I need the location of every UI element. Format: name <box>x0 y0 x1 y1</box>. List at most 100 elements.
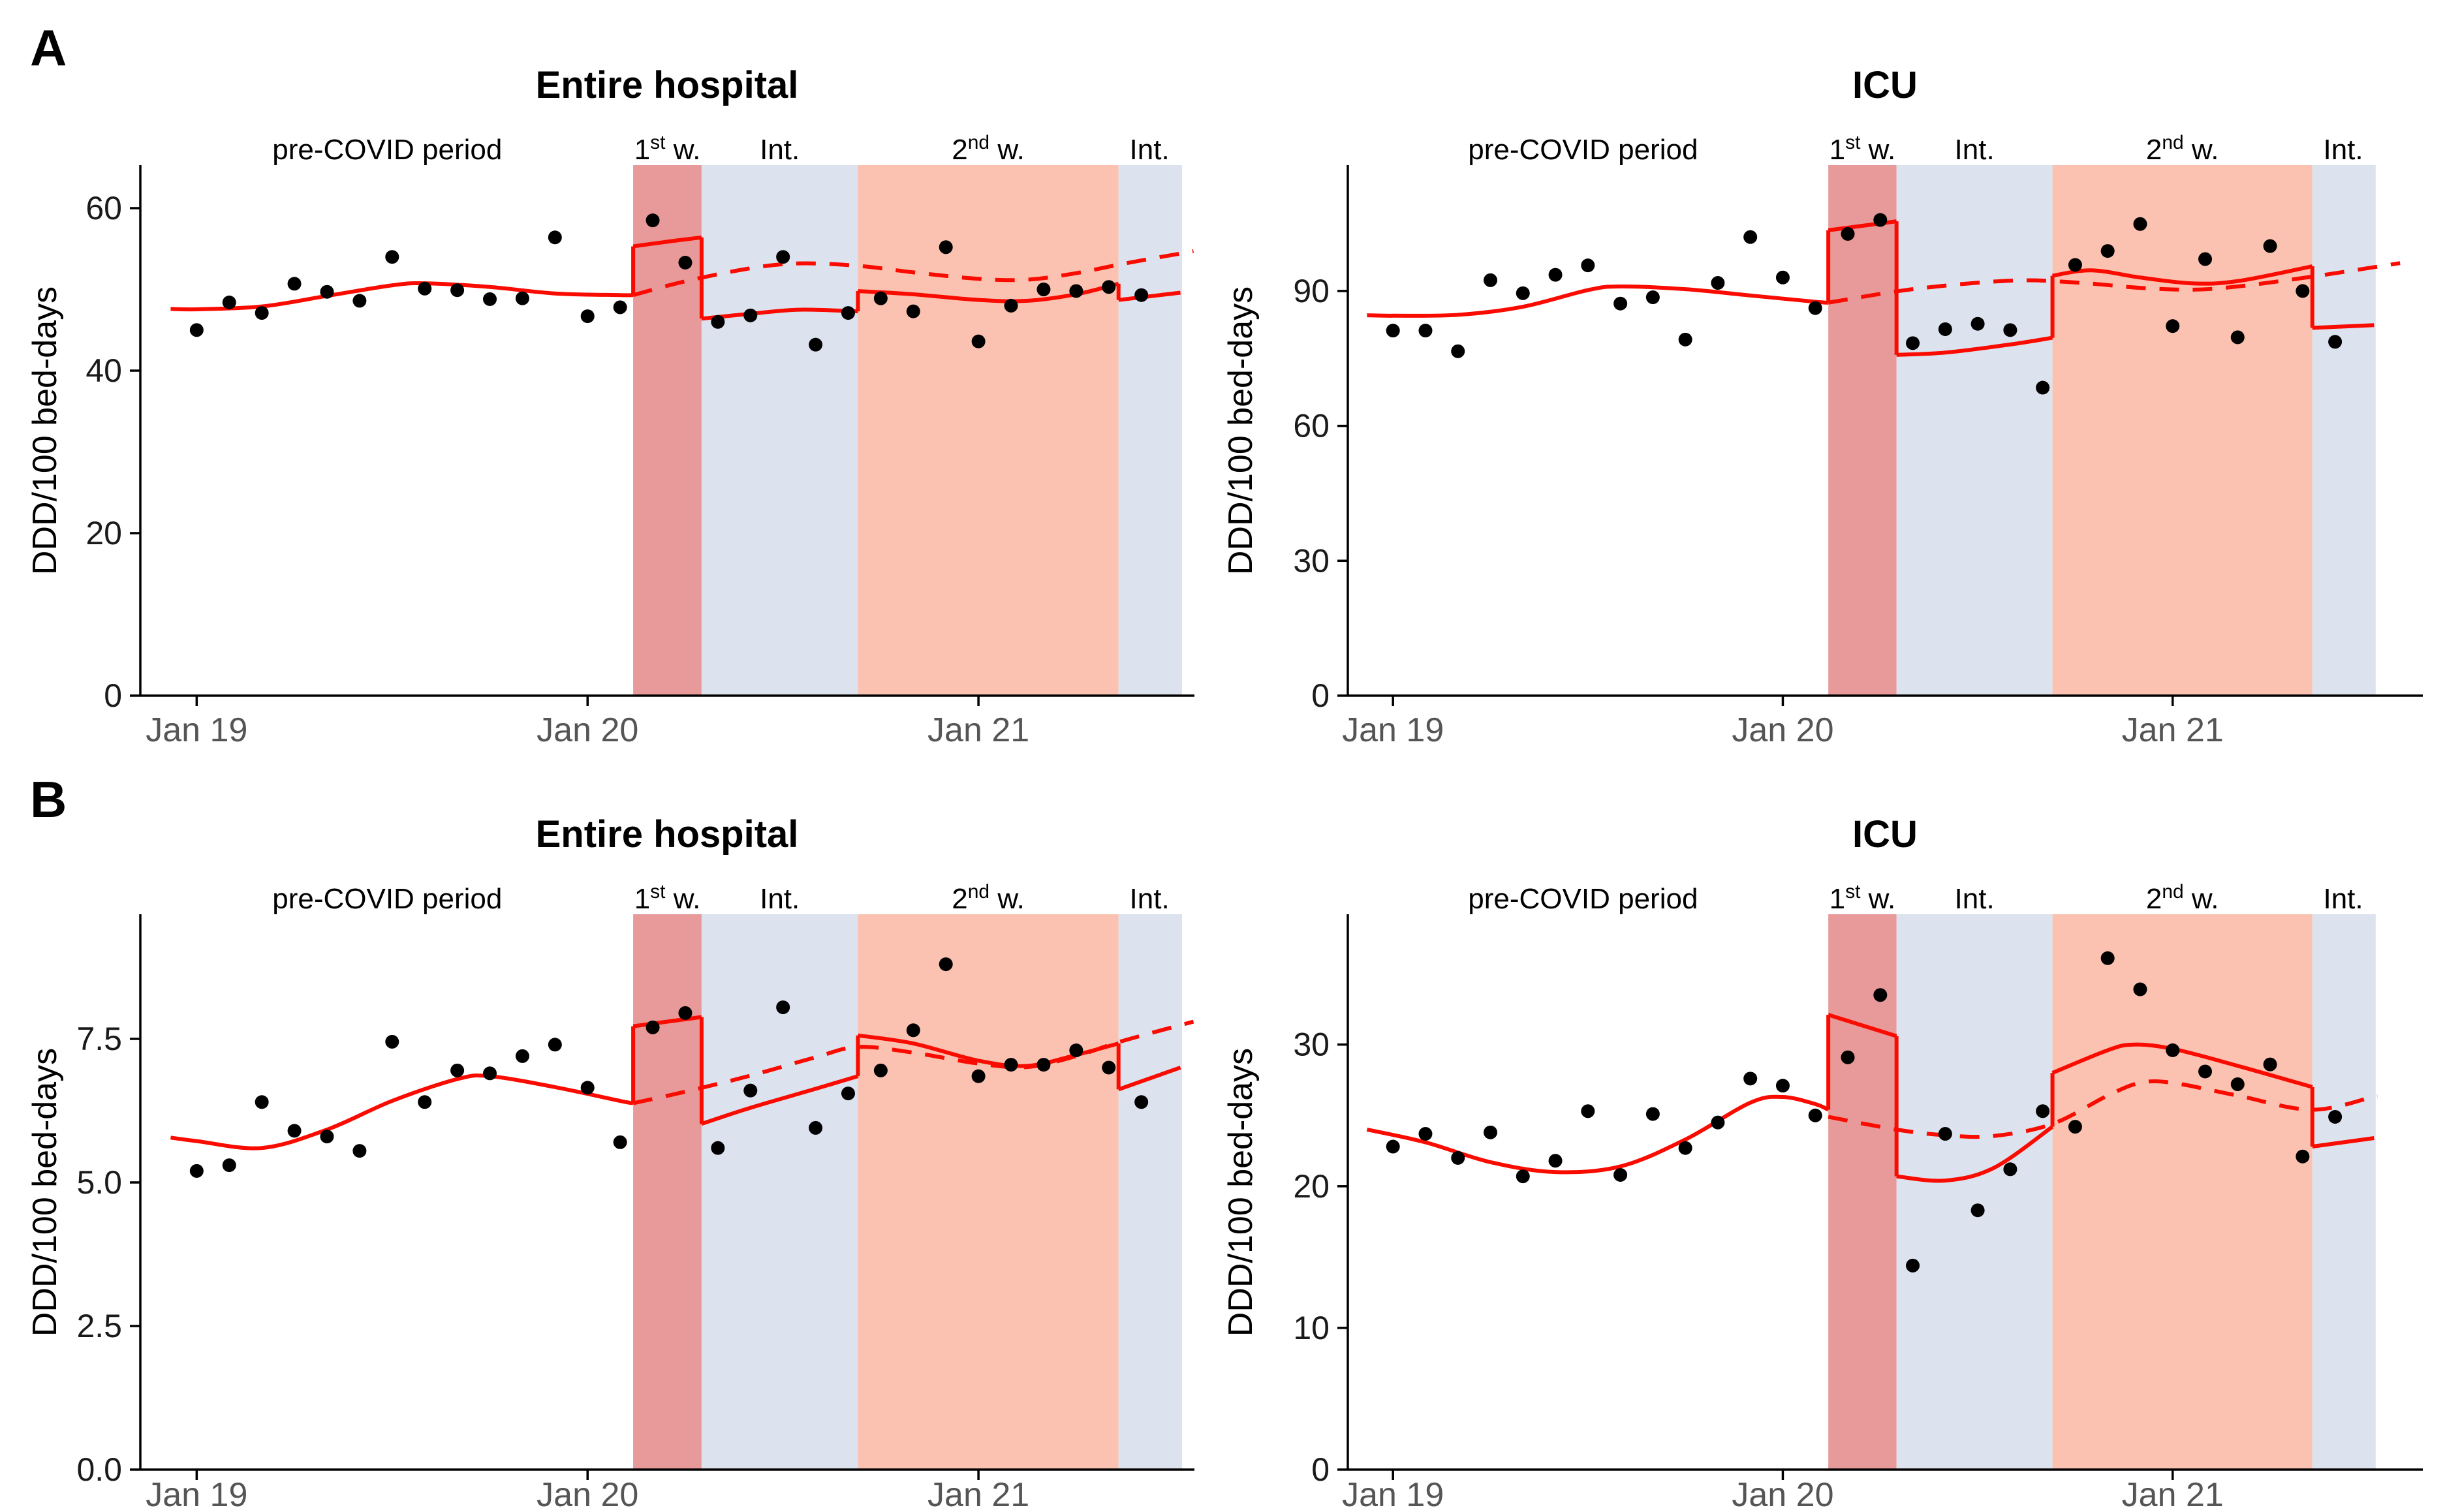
data-point-month-26 <box>2230 1077 2245 1092</box>
data-point-month-16 <box>711 315 725 329</box>
data-point-month-26 <box>1036 1058 1051 1072</box>
data-point-month-23 <box>939 957 953 972</box>
data-point-month-24 <box>971 334 986 348</box>
y-tick-label-1: 20 <box>86 515 122 551</box>
covid-period-band-inter <box>1118 914 1183 1470</box>
data-point-month-7 <box>418 1095 432 1109</box>
covid-period-band-wave1 <box>633 165 702 696</box>
x-tick-label-1: Jan 20 <box>537 1476 638 1512</box>
covid-period-band-inter <box>1896 914 2053 1470</box>
fitted-solid-line-segment-0 <box>1367 285 1829 318</box>
covid-period-band-wave2 <box>858 165 1119 696</box>
y-tick-label-2: 40 <box>86 352 122 389</box>
data-point-month-29 <box>1134 288 1149 302</box>
data-point-month-15 <box>678 255 693 270</box>
data-point-month-1 <box>1418 324 1433 338</box>
data-point-month-10 <box>1711 1115 1725 1130</box>
data-point-month-12 <box>580 309 595 324</box>
data-point-month-5 <box>1548 1154 1563 1168</box>
counterfactual-dashed-line <box>1828 1079 2378 1139</box>
data-point-month-28 <box>2296 1149 2310 1164</box>
x-tick-label-0: Jan 19 <box>1342 1476 1444 1512</box>
data-point-month-9 <box>1678 1141 1692 1155</box>
data-point-month-5 <box>352 294 367 308</box>
data-point-month-26 <box>2230 330 2245 345</box>
panel-title-b-icu: ICU <box>1852 813 1918 856</box>
data-point-month-18 <box>1970 1203 1985 1218</box>
counterfactual-dashed-line <box>632 249 1194 298</box>
data-point-month-20 <box>841 306 855 320</box>
y-tick-label-3: 60 <box>86 190 122 226</box>
y-axis-title-a-left: DDD/100 bed-days <box>26 286 64 575</box>
data-point-month-3 <box>1484 273 1498 287</box>
strip-label-3: 2nd w. <box>952 881 1025 915</box>
fitted-solid-line-segment-0 <box>170 1073 634 1150</box>
data-point-month-5 <box>1548 268 1563 282</box>
fitted-solid-line-segment-0 <box>170 281 634 312</box>
data-point-month-0 <box>1386 1139 1400 1154</box>
fitted-solid-line-segment-3 <box>2051 1042 2313 1089</box>
data-point-month-14 <box>646 213 660 228</box>
data-point-month-26 <box>1036 282 1051 296</box>
y-tick-label-0: 0 <box>1311 1451 1330 1488</box>
data-point-month-23 <box>2133 217 2147 231</box>
data-point-month-14 <box>1841 226 1855 241</box>
strip-label-2: Int. <box>1955 883 1995 915</box>
data-point-month-10 <box>1711 276 1725 290</box>
covid-period-band-wave2 <box>2052 165 2313 696</box>
data-point-month-23 <box>2133 982 2147 996</box>
data-point-month-28 <box>2296 284 2310 298</box>
fitted-solid-line-segment-2 <box>700 1074 859 1126</box>
y-axis-title-b-left: DDD/100 bed-days <box>26 1048 64 1336</box>
strip-label-0: pre-COVID period <box>1468 134 1698 166</box>
data-point-month-19 <box>809 337 823 352</box>
data-point-month-9 <box>1678 332 1692 347</box>
data-point-month-22 <box>2100 244 2115 258</box>
y-tick-label-0: 0.0 <box>76 1451 122 1488</box>
data-point-month-4 <box>320 285 334 299</box>
data-point-month-4 <box>1516 286 1530 300</box>
x-tick-label-0: Jan 19 <box>146 711 247 749</box>
data-point-month-1 <box>222 1158 236 1173</box>
data-point-month-3 <box>287 1124 302 1138</box>
x-tick-label-2: Jan 21 <box>927 711 1029 749</box>
data-point-month-17 <box>1938 1126 1952 1141</box>
fitted-solid-line-segment-4 <box>1117 1066 1181 1092</box>
data-point-month-24 <box>971 1069 986 1083</box>
data-point-month-20 <box>841 1087 855 1101</box>
y-tick-label-2: 20 <box>1293 1168 1330 1205</box>
data-point-month-25 <box>2198 252 2213 266</box>
data-point-month-3 <box>1484 1125 1498 1139</box>
strip-label-3: 2nd w. <box>2146 132 2219 166</box>
y-tick-label-2: 60 <box>1293 408 1330 444</box>
strip-label-0: pre-COVID period <box>272 883 502 915</box>
data-point-month-17 <box>743 1083 758 1098</box>
fitted-solid-line-segment-4 <box>1118 290 1181 302</box>
data-point-month-27 <box>2263 1057 2277 1072</box>
panel-title-a-entire-hospital: Entire hospital <box>536 64 799 106</box>
panel-b-entire-hospital: pre-COVID period 1st w. Int. 2nd w. Int. 0.0 2… <box>76 881 1194 1512</box>
data-point-month-17 <box>743 308 758 322</box>
covid-period-band-inter <box>2312 914 2376 1470</box>
data-point-month-4 <box>1516 1169 1530 1184</box>
x-tick-label-1: Jan 20 <box>1732 711 1833 749</box>
covid-period-band-inter <box>701 914 858 1470</box>
data-point-month-9 <box>483 1066 497 1081</box>
data-point-month-10 <box>515 291 529 305</box>
strip-label-2: Int. <box>760 883 800 915</box>
data-point-month-25 <box>1004 1058 1018 1072</box>
covid-period-band-inter <box>2312 165 2376 696</box>
data-point-month-16 <box>1906 1258 1920 1273</box>
data-point-month-6 <box>385 1034 399 1049</box>
y-tick-label-3: 30 <box>1293 1026 1330 1063</box>
strip-label-4: Int. <box>2323 134 2363 166</box>
data-point-month-1 <box>1418 1126 1433 1141</box>
fitted-solid-line-segment-1 <box>632 1015 702 1028</box>
data-point-month-24 <box>2166 1043 2180 1057</box>
strip-label-0: pre-COVID period <box>272 134 502 166</box>
data-point-month-7 <box>1613 1167 1628 1182</box>
data-point-month-29 <box>1134 1095 1149 1109</box>
fitted-solid-line-segment-2 <box>1896 335 2053 357</box>
data-point-month-15 <box>1873 988 1888 1002</box>
x-tick-label-1: Jan 20 <box>537 711 638 749</box>
